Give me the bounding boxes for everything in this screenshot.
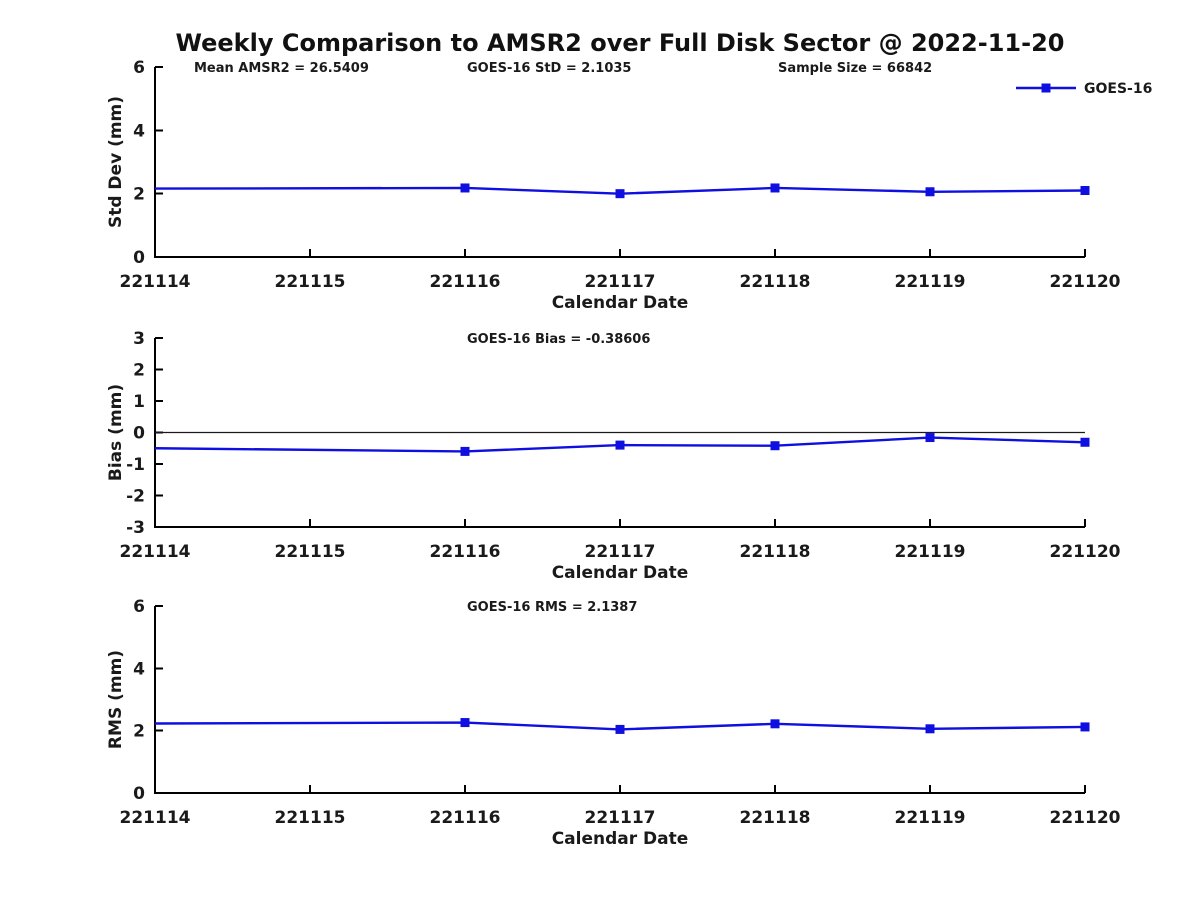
- rms-panel-ytick-label: 2: [133, 722, 145, 742]
- std-dev-panel-goes16-marker: [770, 183, 780, 193]
- legend-marker: [1041, 83, 1051, 93]
- bias-panel-ytick-label: -2: [126, 487, 145, 507]
- std-dev-panel-goes16-marker: [925, 187, 935, 197]
- bias-panel-goes16-line: [154, 436, 1086, 453]
- bias-panel-ytick-label: 2: [133, 361, 145, 381]
- std-dev-panel-ytick-label: 2: [133, 185, 145, 205]
- std-dev-panel-ytick-label: 4: [133, 121, 145, 141]
- rms-panel-annotation: GOES-16 RMS = 2.1387: [467, 600, 637, 615]
- chart-title: Weekly Comparison to AMSR2 over Full Dis…: [175, 29, 1065, 57]
- rms-panel-goes16-line: [154, 721, 1086, 731]
- bias-panel-goes16-marker: [460, 446, 470, 456]
- bias-panel-goes16-marker: [925, 433, 935, 443]
- bias-panel-ytick-label: 0: [133, 424, 145, 444]
- bias-panel-goes16-marker: [770, 441, 780, 451]
- rms-panel-xtick-label: 221117: [585, 808, 656, 828]
- bias-panel-annotation: GOES-16 Bias = -0.38606: [467, 332, 650, 347]
- rms-panel-ytick-label: 4: [133, 659, 145, 679]
- std-dev-panel-ytick-label: 6: [133, 58, 145, 78]
- std-dev-panel-goes16-marker: [1080, 186, 1090, 195]
- std-dev-panel-xlabel: Calendar Date: [552, 293, 689, 313]
- std-dev-panel-annotation: Mean AMSR2 = 26.5409: [194, 61, 369, 76]
- bias-panel-xtick-label: 221120: [1050, 542, 1121, 562]
- bias-panel-ytick-label: -3: [126, 518, 145, 538]
- rms-panel-xlabel: Calendar Date: [552, 829, 689, 849]
- std-dev-panel-ytick-label: 0: [133, 248, 145, 268]
- bias-panel-xtick-label: 221119: [895, 542, 966, 562]
- std-dev-panel-goes16-marker: [460, 183, 470, 193]
- bias-panel-xtick-label: 221114: [120, 542, 191, 562]
- legend: GOES-16: [1016, 81, 1152, 97]
- bias-panel-goes16-marker: [615, 440, 625, 450]
- bias-panel-xlabel: Calendar Date: [552, 563, 689, 583]
- bias-panel-ylabel: Bias (mm): [106, 384, 126, 481]
- std-dev-panel-goes16-line: [154, 186, 1086, 195]
- std-dev-panel-annotation: Sample Size = 66842: [778, 61, 932, 76]
- rms-panel-xtick-label: 221114: [120, 808, 191, 828]
- std-dev-panel-axes: [154, 67, 1085, 258]
- rms-panel-goes16-marker: [615, 724, 625, 734]
- bias-panel-ytick-label: -1: [126, 455, 145, 475]
- bias-panel-xtick-label: 221117: [585, 542, 656, 562]
- rms-panel-ytick-label: 0: [133, 784, 145, 804]
- rms-panel-goes16-marker: [460, 718, 470, 728]
- rms-panel-goes16-marker: [925, 724, 935, 734]
- bias-panel-xtick-label: 221118: [740, 542, 811, 562]
- rms-panel-axes: [154, 606, 1085, 794]
- bias-panel-goes16-marker: [1080, 437, 1090, 447]
- std-dev-panel-xtick-label: 221120: [1050, 272, 1121, 292]
- std-dev-panel: 0 2 4 6 221114 221115 221116 221117 221118 221119…: [106, 58, 1121, 313]
- bias-panel-xtick-label: 221115: [275, 542, 346, 562]
- bias-panel-ytick-label: 3: [133, 329, 145, 349]
- bias-panel-xtick-label: 221116: [430, 542, 501, 562]
- rms-panel: 0 2 4 6 221114 221115 221116 221117 221118 221119…: [106, 597, 1121, 849]
- bias-panel: -3 -2 -1 0 1 2 3 221114 221115 221116 221117 221118…: [106, 329, 1121, 583]
- std-dev-panel-ylabel: Std Dev (mm): [106, 96, 126, 228]
- rms-panel-xtick-label: 221115: [275, 808, 346, 828]
- std-dev-panel-xtick-label: 221117: [585, 272, 656, 292]
- std-dev-panel-xtick-label: 221119: [895, 272, 966, 292]
- rms-panel-ytick-label: 6: [133, 597, 145, 617]
- std-dev-panel-xtick-label: 221115: [275, 272, 346, 292]
- rms-panel-goes16-marker: [1080, 722, 1090, 732]
- rms-panel-xtick-label: 221119: [895, 808, 966, 828]
- rms-panel-goes16-marker: [770, 719, 780, 729]
- legend-label: GOES-16: [1084, 81, 1152, 97]
- std-dev-panel-xtick-label: 221114: [120, 272, 191, 292]
- rms-panel-xtick-label: 221116: [430, 808, 501, 828]
- rms-panel-ylabel: RMS (mm): [106, 650, 126, 749]
- rms-panel-xtick-label: 221120: [1050, 808, 1121, 828]
- bias-panel-ytick-label: 1: [133, 392, 145, 412]
- std-dev-panel-xtick-label: 221116: [430, 272, 501, 292]
- std-dev-panel-annotation: GOES-16 StD = 2.1035: [467, 61, 631, 76]
- std-dev-panel-xtick-label: 221118: [740, 272, 811, 292]
- rms-panel-xtick-label: 221118: [740, 808, 811, 828]
- std-dev-panel-goes16-marker: [615, 189, 625, 199]
